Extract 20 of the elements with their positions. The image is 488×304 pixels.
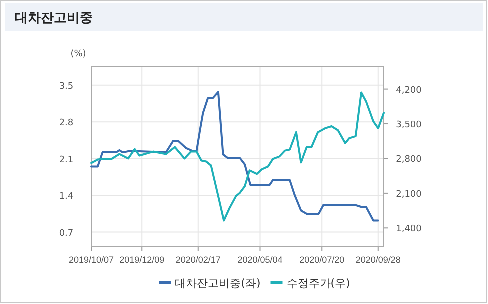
x-tick-label: 2019/10/07	[68, 255, 114, 265]
x-tick-label: 2020/05/04	[238, 255, 283, 265]
legend-label: 수정주가(우)	[286, 277, 350, 290]
y-tick-label: 0.7	[59, 228, 74, 239]
x-tick-label: 2020/09/28	[356, 255, 401, 265]
y-tick-label: 3.5	[59, 82, 74, 92]
x-tick-label: 2020/07/20	[300, 255, 345, 265]
chart-title: 대차잔고비중	[15, 11, 93, 26]
y2-tick-label: 2,800	[396, 155, 422, 166]
y-tick-label: 2.8	[59, 118, 74, 129]
y2-tick-label: 1,400	[396, 224, 422, 235]
y-axis-title: (%)	[70, 50, 86, 60]
x-tick-label: 2020/02/17	[176, 255, 221, 265]
y2-tick-label: 2,100	[396, 190, 422, 200]
y2-tick-label: 3,500	[396, 120, 422, 131]
x-tick-label: 2019/12/09	[120, 255, 165, 265]
y-tick-label: 1.4	[59, 192, 74, 202]
legend-label: 대차잔고비중(좌)	[175, 277, 261, 290]
y2-tick-label: 4,200	[396, 86, 422, 96]
y-tick-label: 2.1	[59, 155, 74, 166]
